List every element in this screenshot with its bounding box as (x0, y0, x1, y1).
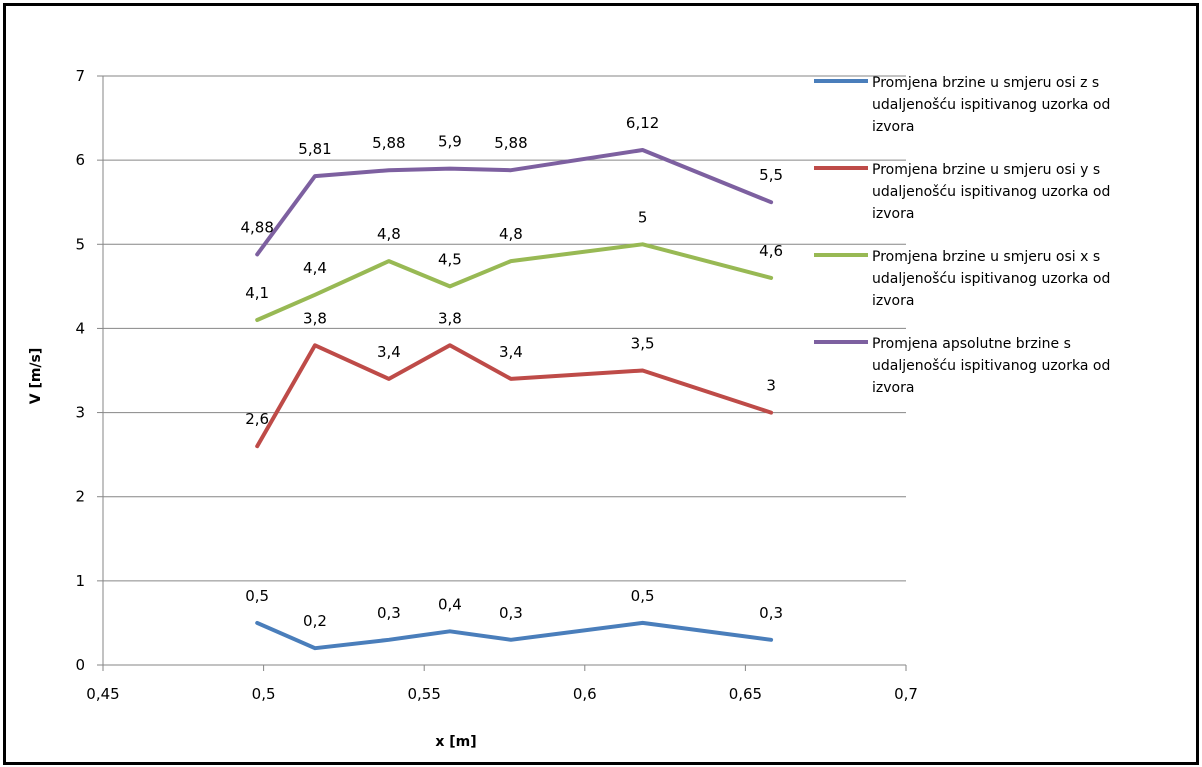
data-label: 3,4 (499, 343, 523, 361)
y-tick-label: 7 (75, 67, 85, 85)
y-tick-label: 1 (75, 572, 85, 590)
data-label: 0,3 (759, 604, 783, 622)
series-lines (255, 148, 774, 651)
data-label: 5,5 (759, 166, 783, 184)
data-label: 4,5 (438, 250, 462, 268)
legend-label: Promjena brzine u smjeru osi y s (872, 162, 1100, 178)
legend: Promjena brzine u smjeru osi z s udaljeno… (814, 75, 1110, 396)
legend-label: Promjena apsolutne brzine s (872, 336, 1071, 352)
y-tick-label: 2 (75, 488, 85, 506)
data-labels: 0,5 0,2 0,3 0,4 0,3 0,5 0,3 2,6 3,8 3,4 3,8 3,4 3,5 3… (240, 114, 783, 630)
data-label: 3 (766, 377, 776, 395)
legend-label: Promjena brzine u smjeru osi z s (872, 75, 1099, 91)
legend-label: udaljenošću ispitivanog uzorka od (872, 358, 1110, 374)
legend-label: izvora (872, 206, 914, 222)
series-line-2 (255, 343, 774, 449)
x-tick-label: 0,55 (407, 685, 440, 703)
legend-label: udaljenošću ispitivanog uzorka od (872, 184, 1110, 200)
gridlines (103, 75, 906, 582)
data-label: 3,5 (631, 335, 655, 353)
data-label: 3,8 (438, 309, 462, 327)
data-label: 0,4 (438, 595, 462, 613)
y-tick-label: 5 (75, 235, 85, 253)
y-axis-title: V [m/s] (28, 348, 44, 405)
data-label: 0,3 (499, 604, 523, 622)
legend-label: izvora (872, 380, 914, 396)
data-label: 4,4 (303, 259, 327, 277)
legend-label: izvora (872, 293, 914, 309)
legend-label: Promjena brzine u smjeru osi x s (872, 249, 1100, 265)
data-label: 5,81 (298, 140, 331, 158)
x-tick-label: 0,6 (573, 685, 597, 703)
x-tick-label: 0,5 (252, 685, 276, 703)
chart-frame: 0 1 2 3 4 5 6 7 0,45 0,5 0,55 0,6 0,65 0,7 0,5 0,2 0,3 0… (3, 3, 1199, 765)
y-tick-label: 6 (75, 151, 85, 169)
data-label: 5,88 (494, 134, 527, 152)
legend-label: udaljenošću ispitivanog uzorka od (872, 97, 1110, 113)
data-label: 5 (638, 208, 648, 226)
series-line-4 (255, 148, 774, 257)
legend-label: udaljenošću ispitivanog uzorka od (872, 271, 1110, 287)
data-label: 4,88 (240, 218, 273, 236)
data-label: 6,12 (626, 114, 659, 132)
x-axis-title: x [m] (435, 734, 476, 750)
data-label: 5,9 (438, 133, 462, 151)
data-label: 0,2 (303, 612, 327, 630)
data-label: 3,4 (377, 343, 401, 361)
data-label: 3,8 (303, 309, 327, 327)
data-label: 4,6 (759, 242, 783, 260)
legend-label: izvora (872, 119, 914, 135)
y-tick-label: 4 (75, 319, 85, 337)
x-tick-label: 0,65 (729, 685, 762, 703)
data-label: 0,5 (245, 587, 269, 605)
data-label: 0,5 (631, 587, 655, 605)
series-line-3 (255, 242, 774, 322)
data-label: 4,8 (377, 225, 401, 243)
series-line-1 (255, 620, 774, 651)
data-label: 4,1 (245, 284, 269, 302)
y-tick-label: 0 (75, 656, 85, 674)
data-label: 5,88 (372, 134, 405, 152)
x-tick-label: 0,7 (894, 685, 918, 703)
x-tick-label: 0,45 (86, 685, 119, 703)
y-tick-label: 3 (75, 404, 85, 422)
data-label: 2,6 (245, 410, 269, 428)
data-label: 0,3 (377, 604, 401, 622)
data-label: 4,8 (499, 225, 523, 243)
